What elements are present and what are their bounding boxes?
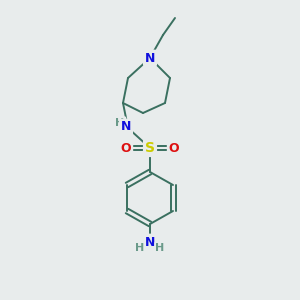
Text: N: N xyxy=(121,121,131,134)
Text: H: H xyxy=(135,243,145,253)
Text: H: H xyxy=(155,243,165,253)
Text: N: N xyxy=(145,236,155,248)
Text: N: N xyxy=(145,52,155,64)
Text: S: S xyxy=(145,141,155,155)
Text: H: H xyxy=(116,118,124,128)
Text: O: O xyxy=(121,142,131,154)
Text: O: O xyxy=(169,142,179,154)
